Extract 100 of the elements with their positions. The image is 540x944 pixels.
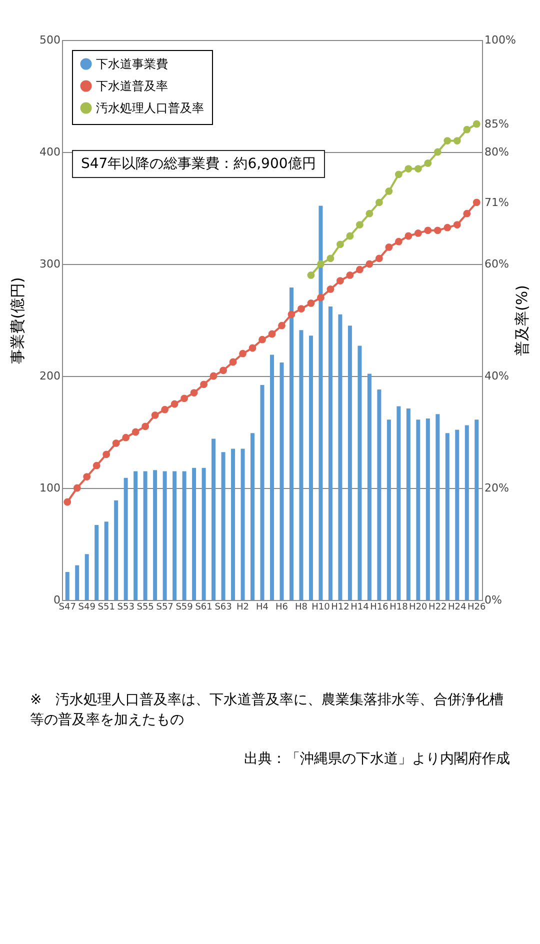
point bbox=[190, 389, 198, 396]
x-tick-label: H12 bbox=[331, 602, 350, 612]
point bbox=[472, 198, 480, 206]
bar bbox=[114, 500, 118, 600]
point bbox=[385, 244, 393, 251]
bar bbox=[338, 314, 342, 600]
point bbox=[366, 210, 374, 218]
point bbox=[463, 210, 471, 218]
point bbox=[278, 322, 286, 330]
point bbox=[200, 380, 208, 388]
bar bbox=[270, 354, 274, 600]
legend-label: 汚水処理人口普及率 bbox=[96, 101, 204, 115]
text: ※ 汚水処理人口普及率は、下水道普及率に、農業集落排水等、合併浄化槽等の普及率を加えたもの bbox=[30, 691, 505, 730]
point bbox=[444, 137, 452, 144]
point bbox=[142, 422, 150, 430]
point bbox=[288, 310, 296, 318]
point bbox=[336, 240, 344, 248]
point bbox=[424, 160, 432, 167]
point bbox=[394, 170, 402, 178]
point bbox=[356, 221, 364, 228]
point bbox=[307, 272, 315, 279]
y-tick-label: 300 bbox=[40, 258, 60, 270]
bar bbox=[153, 470, 158, 600]
point bbox=[268, 330, 276, 338]
x-tick-label: H22 bbox=[428, 602, 447, 612]
x-tick-label: H16 bbox=[370, 602, 389, 612]
bar bbox=[474, 420, 479, 600]
point bbox=[307, 300, 315, 307]
bar bbox=[240, 448, 245, 600]
x-tick-label: S61 bbox=[195, 602, 212, 612]
x-tick-label: S53 bbox=[117, 602, 134, 612]
point bbox=[375, 198, 383, 206]
bar bbox=[416, 420, 420, 600]
source-note: 出典：「沖縄県の下水道」より内閣府作成 bbox=[244, 750, 510, 768]
point bbox=[64, 498, 72, 506]
x-tick-label: H4 bbox=[256, 602, 269, 612]
bar bbox=[134, 471, 138, 600]
bar bbox=[202, 468, 206, 600]
point bbox=[346, 232, 354, 240]
bar bbox=[377, 389, 382, 600]
bar bbox=[162, 471, 167, 600]
x-tick-label: H8 bbox=[294, 602, 308, 612]
bar bbox=[386, 420, 391, 600]
x-tick-label: H26 bbox=[468, 602, 486, 612]
point bbox=[375, 254, 383, 262]
bar bbox=[172, 471, 177, 600]
point bbox=[434, 226, 442, 234]
point bbox=[122, 434, 130, 442]
bar bbox=[84, 554, 89, 600]
x-tick-label: H6 bbox=[275, 602, 288, 612]
point bbox=[132, 428, 140, 436]
y2-tick-label: 85% bbox=[484, 118, 509, 130]
bar bbox=[318, 206, 323, 600]
y-tick-label: 0 bbox=[54, 594, 60, 606]
point bbox=[317, 294, 324, 302]
bar bbox=[143, 471, 148, 600]
bar bbox=[445, 433, 450, 600]
point bbox=[83, 473, 91, 480]
x-tick-label: S55 bbox=[136, 602, 154, 612]
point bbox=[326, 254, 334, 262]
y2-tick-label: 0% bbox=[484, 594, 502, 606]
point bbox=[248, 344, 256, 352]
x-tick-label: S63 bbox=[214, 602, 232, 612]
point bbox=[336, 277, 344, 284]
point bbox=[453, 221, 461, 228]
bar bbox=[280, 362, 284, 600]
point bbox=[210, 372, 218, 380]
bar bbox=[104, 522, 108, 600]
bar bbox=[289, 288, 294, 600]
y-tick-label: 400 bbox=[40, 146, 60, 158]
legend-label: 下水道事業費 bbox=[96, 57, 168, 71]
y2-tick-label: 80% bbox=[484, 146, 509, 158]
point bbox=[404, 165, 412, 172]
point bbox=[170, 400, 178, 408]
bar bbox=[75, 565, 80, 600]
bar bbox=[299, 330, 304, 600]
point bbox=[444, 224, 452, 232]
annotation: S47年以降の総事業費：約6,900億円 bbox=[72, 150, 325, 178]
bar bbox=[212, 438, 216, 600]
y2-tick-label: 40% bbox=[484, 370, 509, 382]
point bbox=[92, 462, 100, 470]
y2-tick-label: 71% bbox=[484, 196, 509, 209]
point bbox=[404, 232, 412, 240]
bar bbox=[260, 384, 264, 600]
bar bbox=[221, 452, 226, 600]
bar bbox=[455, 430, 460, 600]
bar bbox=[406, 408, 410, 600]
bar bbox=[436, 414, 440, 600]
y-tick-label: 100 bbox=[40, 482, 60, 494]
x-tick-label: H14 bbox=[350, 602, 370, 612]
x-tick-label: H24 bbox=[448, 602, 467, 612]
point bbox=[239, 350, 246, 358]
bar bbox=[65, 572, 70, 600]
bar bbox=[94, 524, 99, 600]
point bbox=[366, 260, 374, 268]
x-tick-label: S59 bbox=[176, 602, 194, 612]
point bbox=[356, 266, 364, 274]
bar bbox=[182, 471, 186, 600]
bar bbox=[250, 433, 255, 600]
y2-axis-title: 普及率(%) bbox=[512, 285, 531, 356]
